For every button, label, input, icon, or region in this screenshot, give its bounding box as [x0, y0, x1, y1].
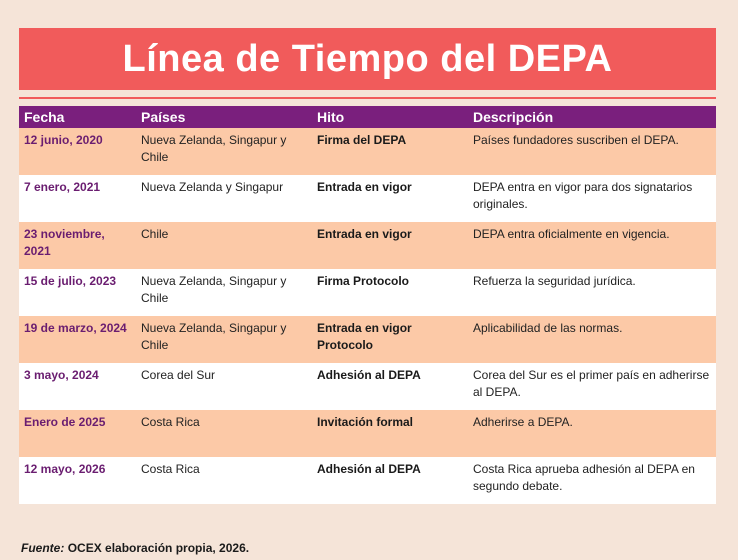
cell-fecha: 7 enero, 2021 — [19, 175, 136, 222]
cell-fecha: Enero de 2025 — [19, 410, 136, 457]
title-divider — [19, 97, 716, 99]
cell-paises: Corea del Sur — [136, 363, 312, 410]
cell-paises: Nueva Zelanda, Singapur y Chile — [136, 269, 312, 316]
cell-hito: Firma del DEPA — [312, 128, 468, 175]
cell-fecha: 19 de marzo, 2024 — [19, 316, 136, 363]
cell-fecha: 12 mayo, 2026 — [19, 457, 136, 504]
cell-fecha: 15 de julio, 2023 — [19, 269, 136, 316]
table-header-row: Fecha Países Hito Descripción — [19, 106, 716, 128]
source-text: OCEX elaboración propia, 2026. — [67, 541, 250, 555]
header-descripcion: Descripción — [468, 106, 716, 128]
cell-paises: Chile — [136, 222, 312, 269]
table-row: 19 de marzo, 2024 Nueva Zelanda, Singapu… — [19, 316, 716, 363]
table-row: 3 mayo, 2024 Corea del Sur Adhesión al D… — [19, 363, 716, 410]
cell-hito: Adhesión al DEPA — [312, 363, 468, 410]
header-fecha: Fecha — [19, 106, 136, 128]
cell-fecha: 3 mayo, 2024 — [19, 363, 136, 410]
cell-descripcion: Refuerza la seguridad jurídica. — [468, 269, 716, 316]
header-hito: Hito — [312, 106, 468, 128]
cell-paises: Nueva Zelanda, Singapur y Chile — [136, 128, 312, 175]
cell-descripcion: Corea del Sur es el primer país en adher… — [468, 363, 716, 410]
cell-hito: Adhesión al DEPA — [312, 457, 468, 504]
table-row: 12 junio, 2020 Nueva Zelanda, Singapur y… — [19, 128, 716, 175]
source-label: Fuente: — [21, 541, 65, 555]
cell-fecha: 23 noviembre, 2021 — [19, 222, 136, 269]
cell-paises: Nueva Zelanda, Singapur y Chile — [136, 316, 312, 363]
cell-fecha: 12 junio, 2020 — [19, 128, 136, 175]
timeline-table: Fecha Países Hito Descripción 12 junio, … — [19, 106, 716, 504]
table-row: 15 de julio, 2023 Nueva Zelanda, Singapu… — [19, 269, 716, 316]
cell-descripcion: Aplicabilidad de las normas. — [468, 316, 716, 363]
table-row: Enero de 2025 Costa Rica Invitación form… — [19, 410, 716, 457]
cell-hito: Firma Protocolo — [312, 269, 468, 316]
table-row: 7 enero, 2021 Nueva Zelanda y Singapur E… — [19, 175, 716, 222]
table-row: 23 noviembre, 2021 Chile Entrada en vigo… — [19, 222, 716, 269]
cell-paises: Costa Rica — [136, 410, 312, 457]
source-note: Fuente: OCEX elaboración propia, 2026. — [21, 541, 249, 555]
cell-descripcion: DEPA entra en vigor para dos signatarios… — [468, 175, 716, 222]
page-title: Línea de Tiempo del DEPA — [19, 28, 716, 90]
cell-descripcion: Costa Rica aprueba adhesión al DEPA en s… — [468, 457, 716, 504]
header-paises: Países — [136, 106, 312, 128]
cell-descripcion: DEPA entra oficialmente en vigencia. — [468, 222, 716, 269]
cell-hito: Entrada en vigor — [312, 175, 468, 222]
cell-hito: Entrada en vigor Protocolo — [312, 316, 468, 363]
cell-descripcion: Países fundadores suscriben el DEPA. — [468, 128, 716, 175]
cell-descripcion: Adherirse a DEPA. — [468, 410, 716, 457]
cell-hito: Invitación formal — [312, 410, 468, 457]
cell-paises: Costa Rica — [136, 457, 312, 504]
table-row: 12 mayo, 2026 Costa Rica Adhesión al DEP… — [19, 457, 716, 504]
cell-hito: Entrada en vigor — [312, 222, 468, 269]
cell-paises: Nueva Zelanda y Singapur — [136, 175, 312, 222]
